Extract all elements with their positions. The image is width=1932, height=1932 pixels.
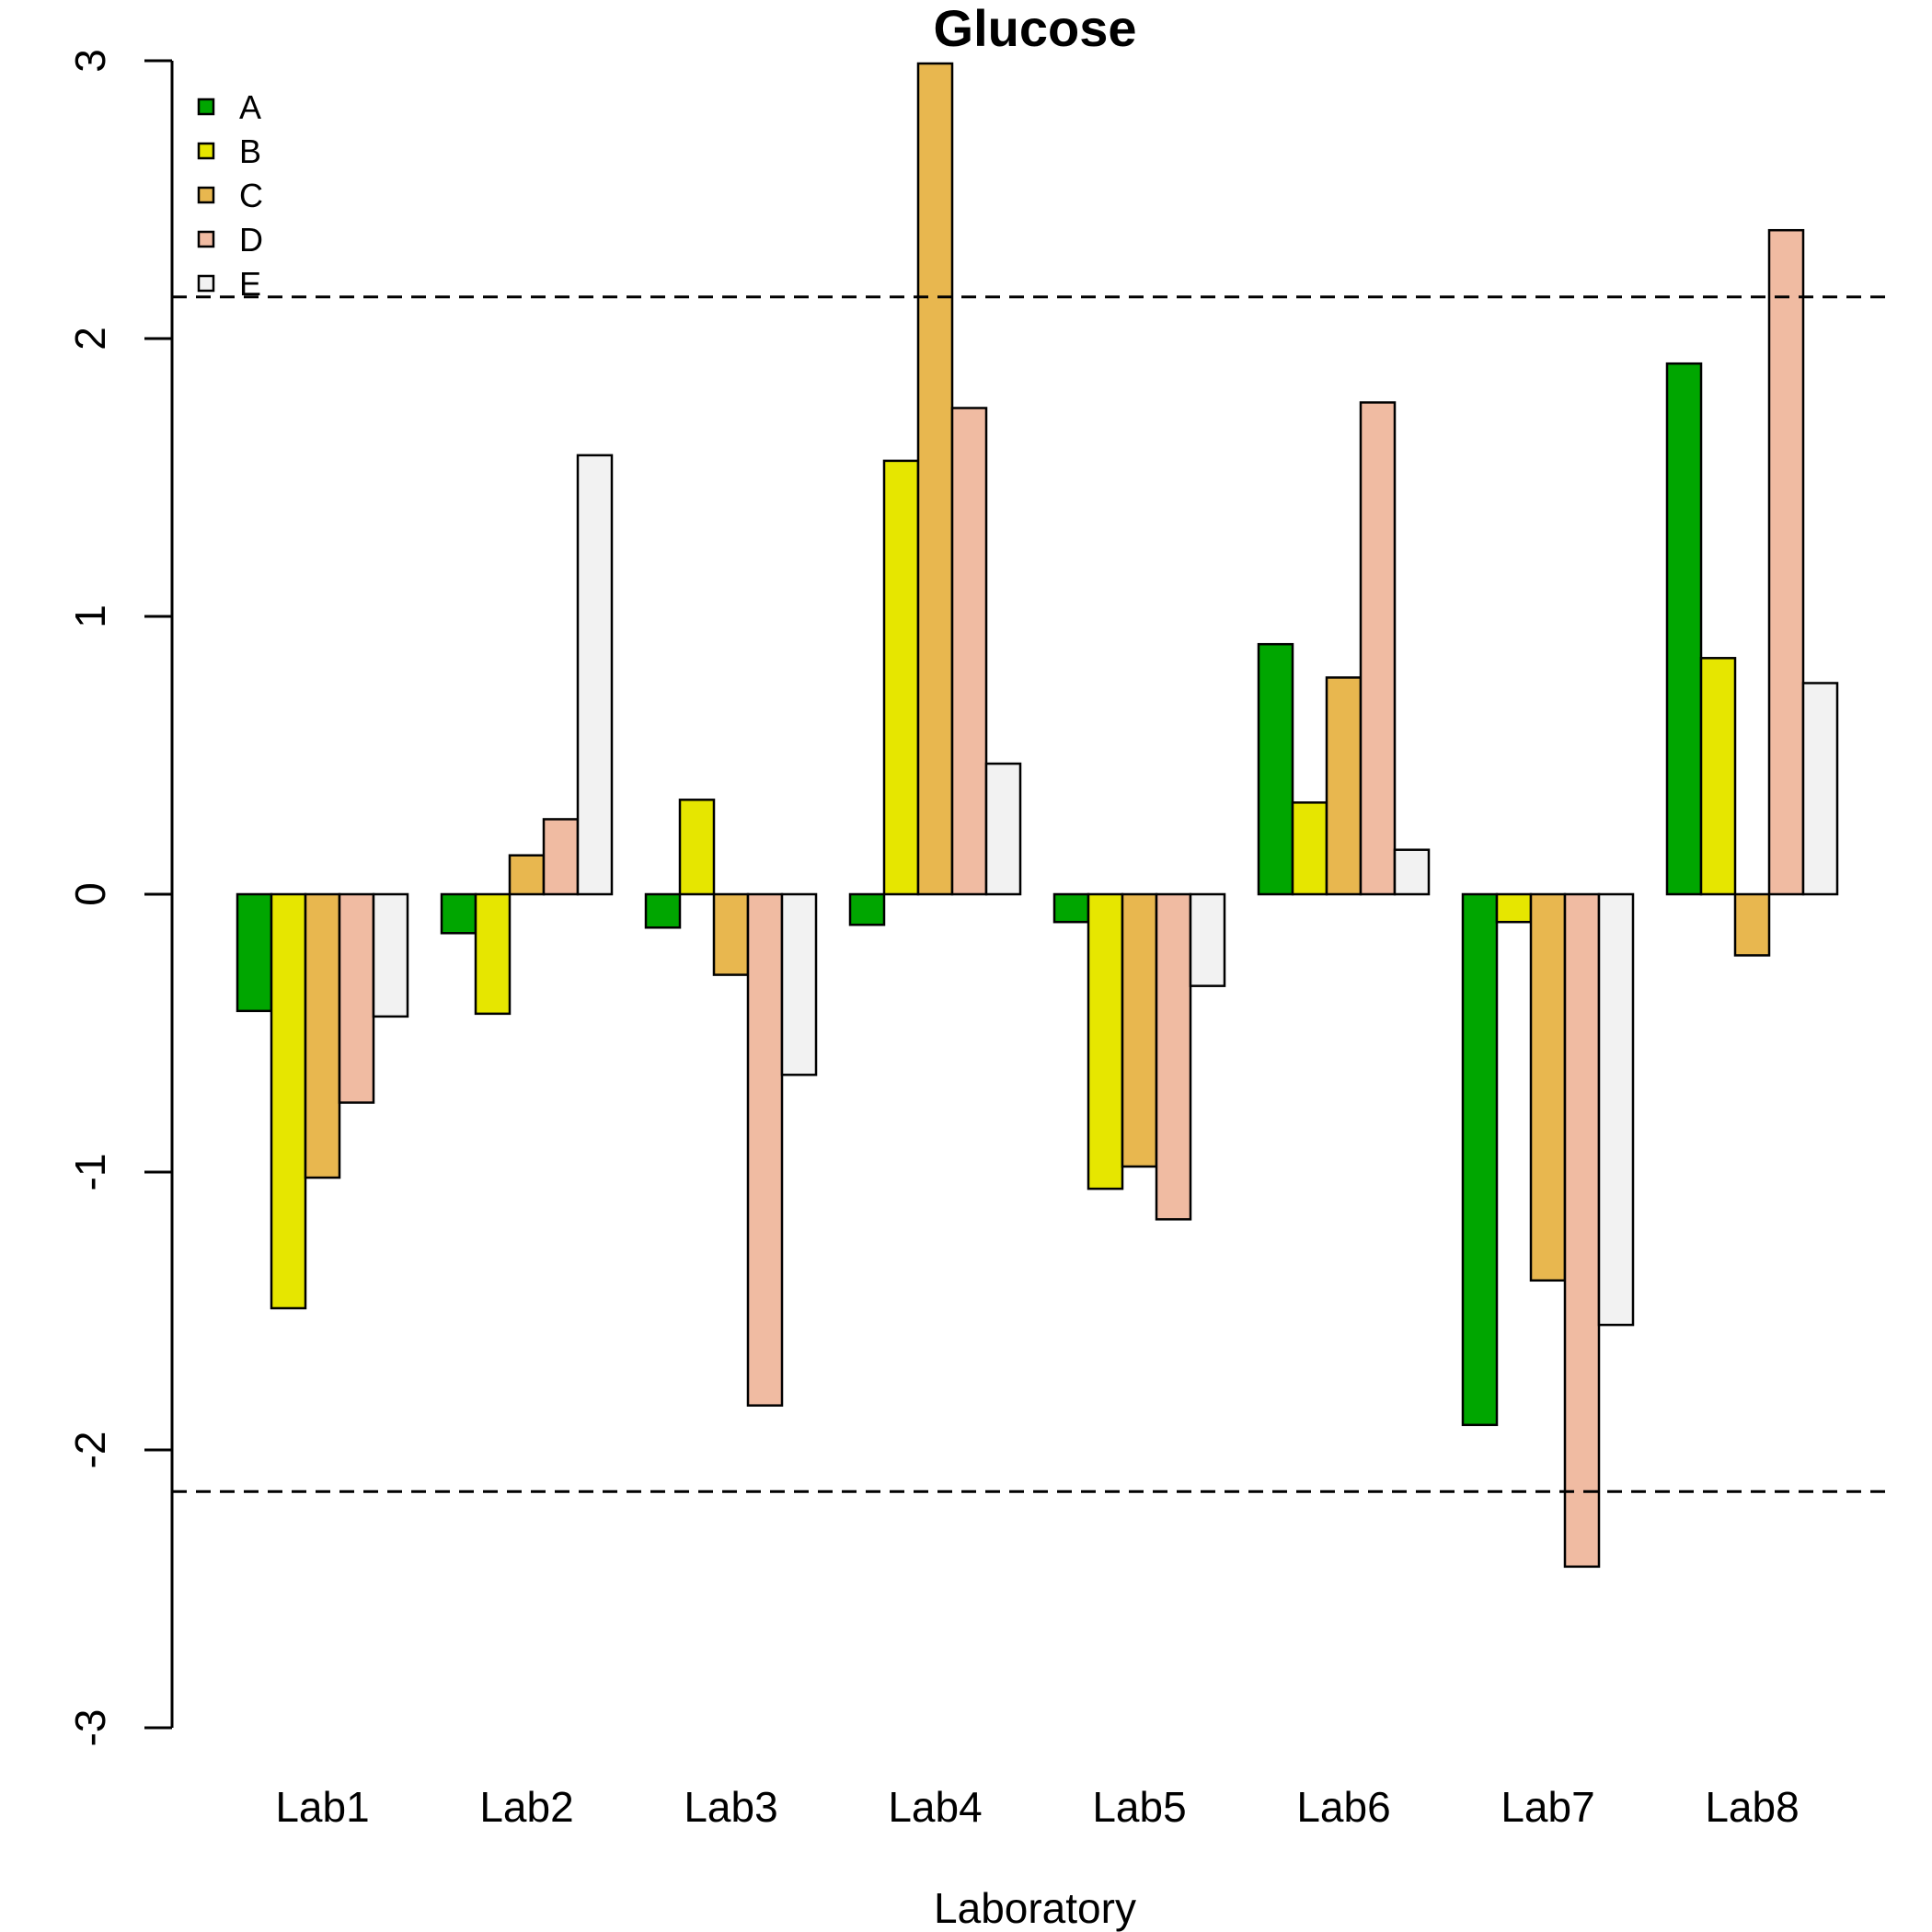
x-tick-label: Lab7: [1501, 1783, 1594, 1831]
bar-lab7-d: [1563, 892, 1601, 1569]
bar-lab2-d: [542, 818, 580, 896]
bar-lab2-b: [474, 892, 512, 1016]
x-tick-label: Lab4: [888, 1783, 982, 1831]
bar-lab4-b: [882, 459, 920, 896]
bar-lab1-d: [338, 892, 375, 1104]
bar-lab1-e: [372, 892, 409, 1018]
x-tick-label: Lab3: [684, 1783, 777, 1831]
y-tick-label: -1: [66, 1154, 114, 1191]
bar-lab5-b: [1087, 892, 1124, 1190]
legend-swatch: [197, 142, 215, 160]
bar-lab8-e: [1801, 682, 1839, 896]
legend-swatch: [197, 274, 215, 293]
x-tick-label: Lab5: [1092, 1783, 1186, 1831]
y-tick-label: 1: [66, 604, 114, 628]
legend-label: E: [239, 265, 261, 303]
y-axis: -3 -2 -1 0 1 2 3: [66, 49, 174, 1747]
x-tick-label: Lab1: [275, 1783, 369, 1831]
bar-lab1-a: [236, 892, 273, 1013]
y-tick-label: 3: [66, 49, 114, 73]
bar-lab2-e: [576, 454, 614, 896]
legend-swatch: [197, 186, 215, 204]
bar-lab3-c: [712, 892, 750, 976]
bar-lab7-e: [1597, 892, 1635, 1327]
bar-lab2-a: [440, 892, 477, 935]
legend-swatch: [197, 230, 215, 248]
bar-lab6-d: [1359, 401, 1397, 896]
bar-lab7-c: [1529, 892, 1567, 1282]
x-axis-label: Laboratory: [934, 1884, 1136, 1932]
bar-lab7-a: [1461, 892, 1499, 1427]
bar-lab6-b: [1291, 801, 1328, 896]
bar-lab2-c: [508, 854, 546, 896]
legend-swatch: [197, 98, 215, 116]
bar-lab6-e: [1393, 848, 1431, 896]
bar-lab8-c: [1733, 892, 1771, 957]
bar-lab5-d: [1155, 892, 1192, 1221]
bar-lab5-c: [1121, 892, 1158, 1168]
bar-lab4-c: [916, 62, 954, 896]
legend-label: B: [239, 132, 261, 170]
y-tick-label: 0: [66, 882, 114, 906]
bar-lab1-b: [270, 892, 307, 1310]
legend-label: A: [239, 88, 261, 126]
bar-lab4-a: [848, 892, 886, 926]
y-tick-label: -3: [66, 1709, 114, 1747]
legend-label: D: [239, 221, 263, 259]
chart-title: Glucose: [934, 0, 1137, 57]
bar-lab5-e: [1189, 892, 1226, 987]
bar-lab3-b: [678, 799, 716, 896]
bar-lab5-a: [1052, 892, 1090, 924]
bar-lab3-e: [780, 892, 818, 1076]
bar-lab4-e: [984, 762, 1022, 896]
bar-group: [236, 62, 1839, 1569]
x-tick-label: Lab8: [1705, 1783, 1799, 1831]
bar-lab7-b: [1495, 892, 1533, 924]
bar-lab3-d: [746, 892, 784, 1407]
bar-lab1-c: [304, 892, 341, 1179]
x-tick-labels: Lab1 Lab2 Lab3 Lab4 Lab5 Lab6 Lab7 Lab8: [275, 1783, 1799, 1831]
bar-lab8-a: [1665, 362, 1703, 896]
bar-lab3-a: [644, 892, 682, 929]
bar-lab8-b: [1699, 657, 1737, 896]
legend-label: C: [239, 177, 263, 214]
bar-lab4-d: [950, 407, 988, 896]
x-tick-label: Lab2: [479, 1783, 573, 1831]
bar-lab8-d: [1767, 228, 1805, 896]
y-tick-label: 2: [66, 327, 114, 351]
y-tick-label: -2: [66, 1432, 114, 1469]
bar-lab6-a: [1257, 642, 1294, 896]
x-tick-label: Lab6: [1296, 1783, 1390, 1831]
bar-lab6-c: [1325, 676, 1363, 896]
